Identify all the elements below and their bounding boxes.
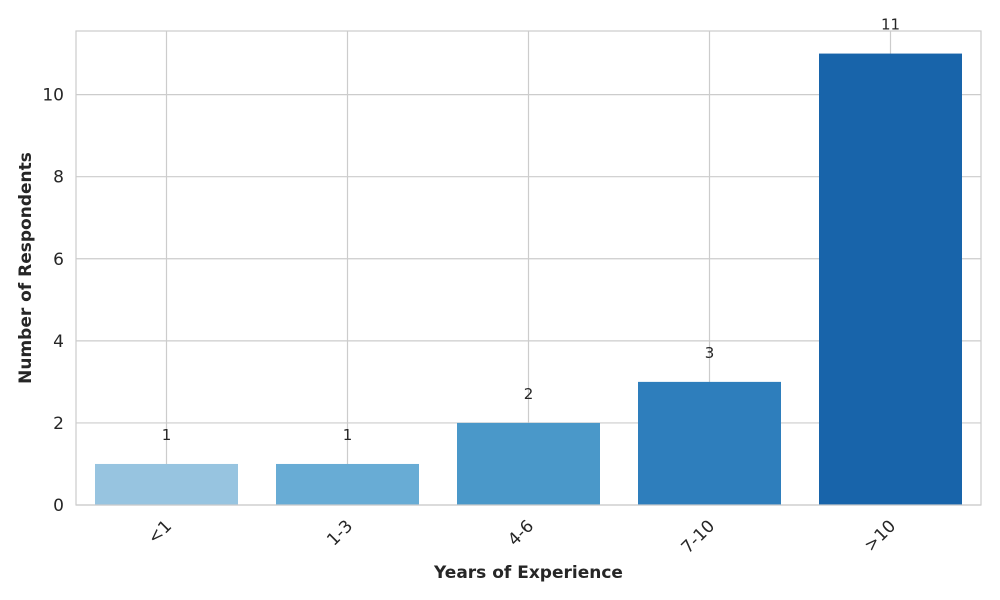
data-label: 1 — [162, 426, 172, 444]
plot-frame — [75, 30, 982, 506]
bar — [276, 463, 419, 505]
x-axis-title: Years of Experience — [433, 563, 623, 583]
bars — [95, 53, 962, 505]
x-tick-label: 7-10 — [678, 516, 719, 557]
y-tick-label: 8 — [53, 168, 64, 188]
y-tick-label: 0 — [53, 496, 64, 516]
y-tick-label: 10 — [42, 86, 64, 106]
data-label: 3 — [705, 344, 715, 362]
bar — [819, 53, 962, 505]
x-tick-labels: <1 1-3 4-6 7-10 >10 — [144, 516, 900, 557]
x-tick-label: <1 — [144, 516, 176, 548]
x-tick-label: >10 — [861, 516, 901, 556]
y-tick-labels: 0 2 4 6 8 10 — [42, 86, 64, 516]
data-label: 11 — [881, 16, 900, 34]
data-label: 2 — [524, 385, 534, 403]
data-label: 1 — [343, 426, 353, 444]
bar — [95, 463, 238, 505]
x-tick-label: 1-3 — [323, 516, 357, 550]
y-tick-label: 2 — [53, 414, 64, 434]
y-axis-title: Number of Respondents — [16, 152, 36, 384]
y-tick-label: 4 — [53, 332, 64, 352]
y-tick-label: 6 — [53, 250, 64, 270]
bar — [457, 422, 600, 505]
x-tick-label: 4-6 — [504, 516, 538, 550]
bar — [638, 381, 781, 505]
